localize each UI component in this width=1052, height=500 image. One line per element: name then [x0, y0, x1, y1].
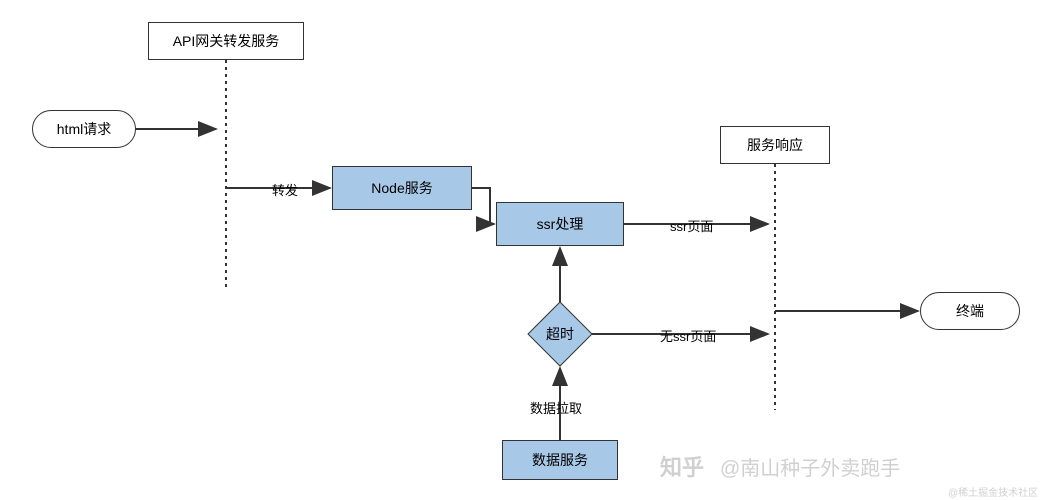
node-label: 超时 [546, 324, 574, 344]
node-label: Node服务 [371, 178, 432, 198]
node-data-service: 数据服务 [502, 440, 618, 480]
node-terminal: 终端 [920, 292, 1020, 330]
node-ssr-process: ssr处理 [496, 202, 624, 246]
node-label: html请求 [57, 119, 111, 139]
watermark-main: @南山种子外卖跑手 [720, 452, 900, 481]
node-api-gateway: API网关转发服务 [148, 22, 304, 60]
edge-label-no-ssr: 无ssr页面 [660, 326, 716, 345]
node-label: API网关转发服务 [173, 31, 280, 51]
node-label: ssr处理 [537, 214, 584, 234]
watermark-logo: 知乎 [660, 450, 704, 482]
edge-label-data-fetch: 数据拉取 [530, 398, 582, 417]
watermark-small: @稀土掘金技术社区 [948, 484, 1038, 499]
node-label: 终端 [956, 301, 984, 321]
node-timeout-decision: 超时 [528, 316, 592, 352]
edge-label-ssr-page: ssr页面 [670, 216, 713, 235]
edges-layer [0, 0, 1052, 500]
node-html-request: html请求 [32, 110, 136, 148]
node-label: 数据服务 [532, 450, 588, 470]
edge-label-forward: 转发 [272, 180, 298, 199]
node-node-service: Node服务 [332, 166, 472, 210]
node-response-service: 服务响应 [720, 126, 830, 164]
flowchart-canvas: html请求 API网关转发服务 Node服务 ssr处理 服务响应 超时 数据… [0, 0, 1052, 500]
node-label: 服务响应 [747, 135, 803, 155]
